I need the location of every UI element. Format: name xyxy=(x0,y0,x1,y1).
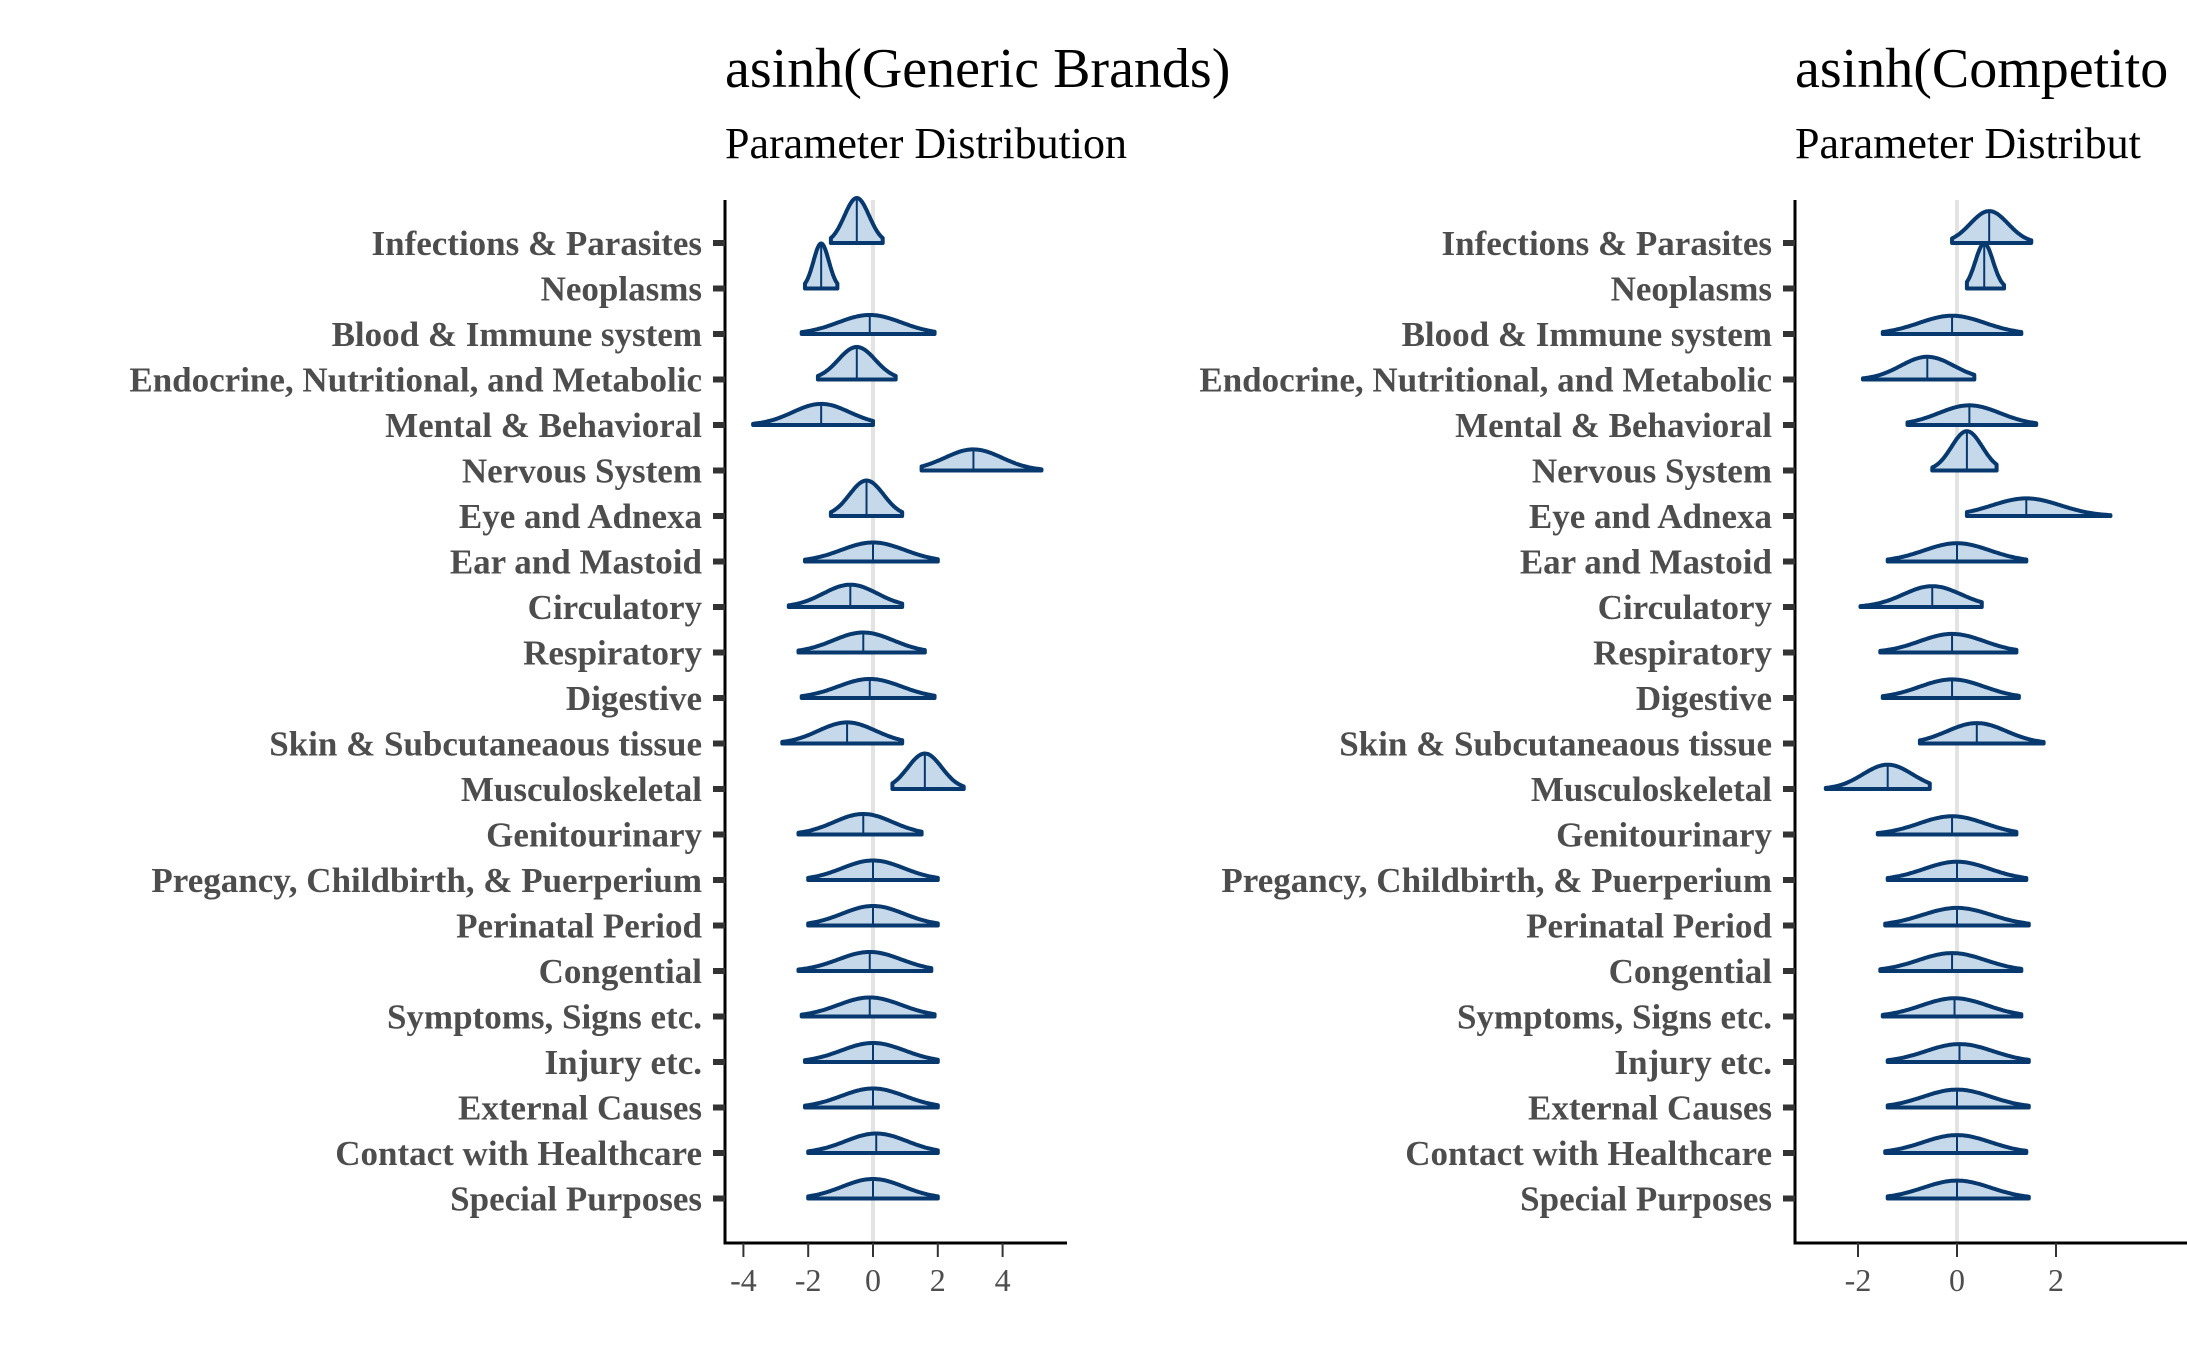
y-category-label: Neoplasms xyxy=(1611,270,1772,309)
y-category-label: Respiratory xyxy=(1593,634,1772,673)
x-tick-label: 2 xyxy=(930,1262,946,1298)
panel-subtitle: Parameter Distribution xyxy=(725,119,1127,168)
panel-subtitle: Parameter Distribut xyxy=(1795,119,2141,168)
y-category-label: Infections & Parasites xyxy=(371,224,702,263)
density-ridge xyxy=(796,630,927,655)
y-category-label: Endocrine, Nutritional, and Metabolic xyxy=(129,361,702,400)
density-ridge xyxy=(1878,631,2019,655)
y-category-label: Special Purposes xyxy=(1520,1180,1772,1219)
density-ridge xyxy=(1917,721,2046,746)
y-category-label: Injury etc. xyxy=(545,1043,702,1082)
y-category-label: Injury etc. xyxy=(1615,1043,1772,1082)
y-category-label: Mental & Behavioral xyxy=(385,406,702,445)
x-tick-label: 0 xyxy=(1949,1262,1965,1298)
density-ridge xyxy=(786,582,905,609)
y-category-label: Nervous System xyxy=(462,452,702,491)
y-category-label: Ear and Mastoid xyxy=(1520,543,1773,582)
density-ridge xyxy=(796,812,924,837)
y-category-label: Blood & Immune system xyxy=(332,315,702,354)
density-ridge xyxy=(1964,496,2113,518)
y-category-label: Genitourinary xyxy=(486,816,702,855)
x-tick-label: 4 xyxy=(995,1262,1011,1298)
x-tick-label: -4 xyxy=(730,1262,757,1298)
x-tick-label: 0 xyxy=(865,1262,881,1298)
panel-title: asinh(Generic Brands) xyxy=(725,38,1230,100)
y-category-label: Endocrine, Nutritional, and Metabolic xyxy=(1199,361,1772,400)
density-ridge xyxy=(1860,354,1977,382)
y-category-label: Eye and Adnexa xyxy=(459,497,702,536)
y-category-label: Skin & Subcutaneaous tissue xyxy=(1339,725,1772,764)
y-category-label: External Causes xyxy=(1528,1089,1772,1128)
density-ridge xyxy=(806,1131,940,1155)
density-ridge xyxy=(919,447,1044,473)
density-ridge xyxy=(1885,1042,2031,1064)
y-category-label: Digestive xyxy=(1636,679,1772,718)
y-category-label: Symptoms, Signs etc. xyxy=(1457,998,1772,1037)
density-ridge xyxy=(1885,1087,2031,1110)
density-ridge xyxy=(802,1041,940,1064)
y-category-label: Circulatory xyxy=(1598,588,1773,627)
density-ridge xyxy=(1930,429,1999,473)
x-tick-label: -2 xyxy=(1845,1262,1872,1298)
density-ridge xyxy=(1875,814,2019,837)
density-ridge xyxy=(796,950,934,973)
density-ridge xyxy=(1880,996,2024,1019)
y-category-label: Skin & Subcutaneaous tissue xyxy=(269,725,702,764)
y-category-label: Nervous System xyxy=(1532,452,1772,491)
density-ridge xyxy=(1905,403,2039,427)
y-category-label: Genitourinary xyxy=(1556,816,1772,855)
y-category-label: Respiratory xyxy=(523,634,702,673)
density-ridge xyxy=(1964,241,2007,291)
y-category-label: Ear and Mastoid xyxy=(450,543,703,582)
y-category-label: Infections & Parasites xyxy=(1441,224,1772,263)
y-category-label: Musculoskeletal xyxy=(461,770,702,809)
density-ridge xyxy=(1885,1178,2031,1201)
y-category-label: Neoplasms xyxy=(541,270,702,309)
y-category-label: Special Purposes xyxy=(450,1180,702,1219)
panel-1: asinh(Generic Brands) Parameter Distribut… xyxy=(129,38,1230,1298)
density-ridge xyxy=(1883,1133,2029,1155)
y-category-label: Eye and Adnexa xyxy=(1529,497,1772,536)
density-ridge xyxy=(1950,209,2034,245)
panel-2: asinh(Competito Parameter Distribut -2 0 2 In… xyxy=(1199,38,2187,1298)
density-ridge xyxy=(1858,584,1984,609)
density-ridge xyxy=(751,401,875,427)
y-category-label: Circulatory xyxy=(528,588,703,627)
density-ridge xyxy=(799,995,937,1019)
y-category-label: Congential xyxy=(1609,952,1773,991)
y-category-label: Pregancy, Childbirth, & Puerperium xyxy=(1221,861,1772,900)
y-category-label: Mental & Behavioral xyxy=(1455,406,1772,445)
y-category-label: Digestive xyxy=(566,679,702,718)
y-category-label: Blood & Immune system xyxy=(1402,315,1772,354)
density-ridge xyxy=(799,313,937,336)
x-tick-label: 2 xyxy=(2048,1262,2064,1298)
density-ridge xyxy=(1823,762,1932,791)
y-category-label: Perinatal Period xyxy=(1526,907,1772,946)
y-category-label: Contact with Healthcare xyxy=(1405,1134,1772,1173)
density-ridge xyxy=(780,720,905,746)
y-category-label: Contact with Healthcare xyxy=(335,1134,702,1173)
density-ridge xyxy=(802,1086,940,1110)
y-category-label: Pregancy, Childbirth, & Puerperium xyxy=(151,861,702,900)
y-category-label: External Causes xyxy=(458,1089,702,1128)
y-category-label: Symptoms, Signs etc. xyxy=(387,998,702,1037)
panel-title: asinh(Competito xyxy=(1795,38,2168,100)
y-category-label: Musculoskeletal xyxy=(1531,770,1772,809)
density-ridge xyxy=(1880,677,2021,700)
x-tick-label: -2 xyxy=(795,1262,822,1298)
density-ridge xyxy=(890,751,966,791)
y-category-label: Congential xyxy=(539,952,703,991)
y-category-label: Perinatal Period xyxy=(456,907,702,946)
density-ridge xyxy=(1878,951,2024,973)
density-ridge xyxy=(799,677,937,700)
density-ridge xyxy=(802,540,940,564)
